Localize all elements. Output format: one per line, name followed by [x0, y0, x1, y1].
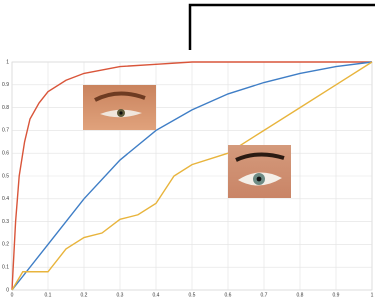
eye-photo-2	[228, 145, 291, 198]
y-tick-label: 0	[6, 287, 9, 293]
chart: 0 0.1 0.2 0.3 0.4 0.5 0.6 0.7 0.8 0.9 1 0 0.1 0.2 0.3 0…	[0, 0, 375, 300]
y-tick-label: 0.2	[2, 242, 9, 248]
y-tick-label: 0.4	[2, 196, 9, 202]
x-tick-label: 0.1	[45, 292, 52, 298]
x-tick-label: 0.5	[189, 292, 196, 298]
x-tick-label: 0	[11, 292, 14, 298]
y-tick-label: 0.8	[2, 105, 9, 111]
y-tick-label: 0.7	[2, 128, 9, 134]
y-tick-label: 0.1	[2, 265, 9, 271]
eye-photo-1	[83, 85, 156, 130]
x-tick-label: 0.4	[153, 292, 160, 298]
y-tick-label: 0.6	[2, 151, 9, 157]
x-tick-label: 0.2	[81, 292, 88, 298]
x-tick-label: 1	[371, 292, 374, 298]
y-tick-label: 0.9	[2, 82, 9, 88]
y-tick-label: 0.3	[2, 219, 9, 225]
y-tick-label: 0.5	[2, 173, 9, 179]
x-tick-label: 0.8	[297, 292, 304, 298]
x-tick-label: 0.9	[333, 292, 340, 298]
x-tick-label: 0.6	[225, 292, 232, 298]
x-tick-label: 0.7	[261, 292, 268, 298]
bracket	[190, 5, 375, 50]
x-tick-label: 0.3	[117, 292, 124, 298]
plot-area: 0 0.1 0.2 0.3 0.4 0.5 0.6 0.7 0.8 0.9 1 0 0.1 0.2 0.3 0…	[2, 59, 374, 298]
y-tick-label: 1	[6, 59, 9, 65]
